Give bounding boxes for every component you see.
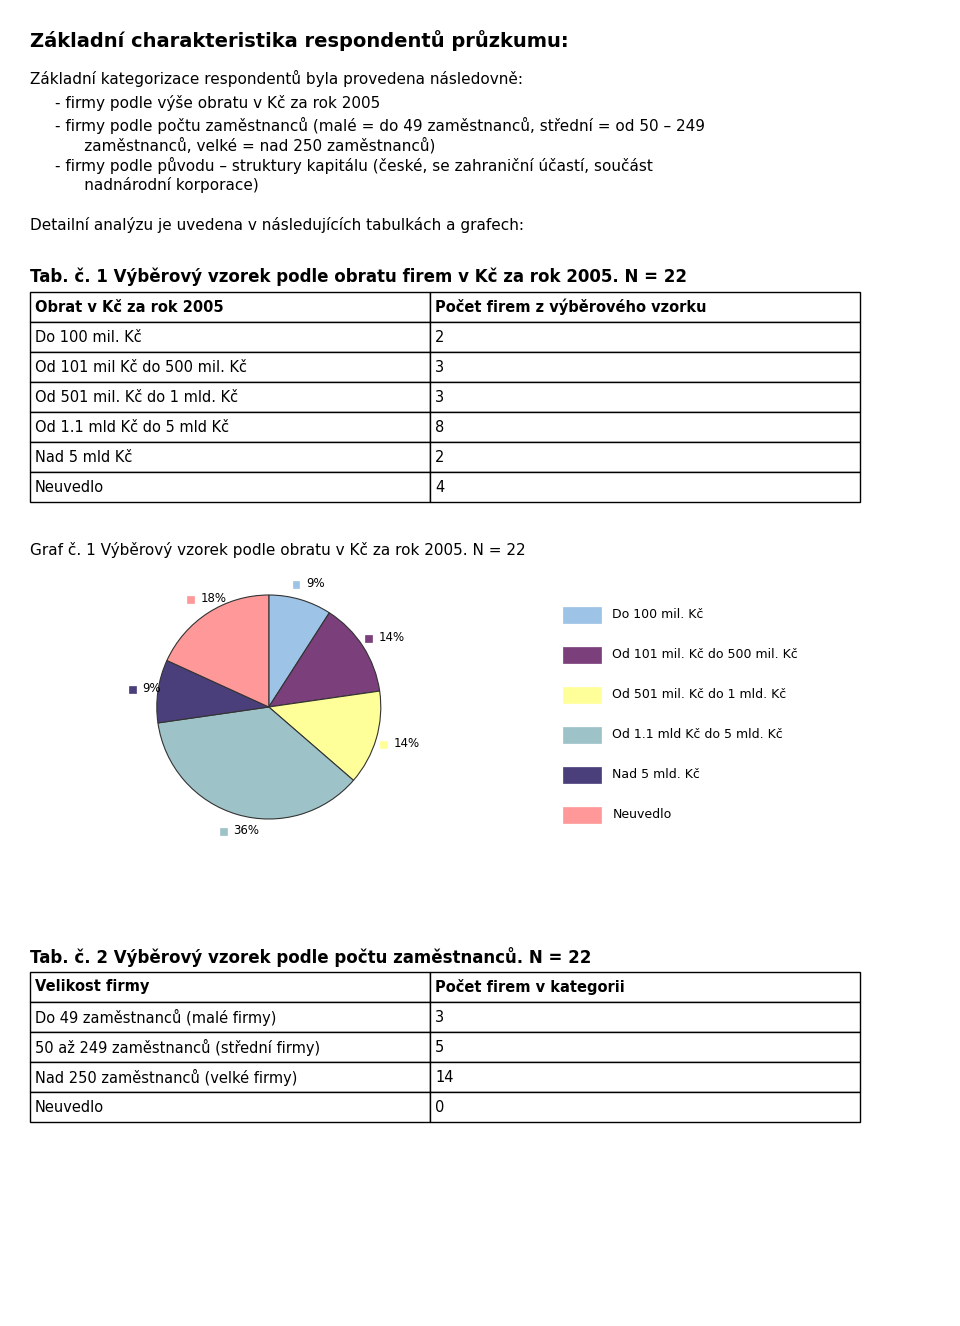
Bar: [30, 1062, 430, 1093]
Text: Nad 5 mld Kč: Nad 5 mld Kč: [35, 450, 132, 464]
Bar: [430, 322, 860, 351]
Bar: [30, 1032, 430, 1062]
Bar: [430, 1032, 860, 1062]
Bar: [430, 972, 860, 1002]
Bar: [30, 1002, 430, 1032]
Bar: [30, 292, 430, 322]
Bar: [563, 768, 601, 782]
Bar: [129, 687, 135, 693]
Text: Nad 250 zaměstnanců (velké firmy): Nad 250 zaměstnanců (velké firmy): [35, 1069, 298, 1086]
Text: Základní kategorizace respondentů byla provedena následovně:: Základní kategorizace respondentů byla p…: [30, 70, 523, 88]
Text: 9%: 9%: [306, 577, 324, 590]
Text: - firmy podle původu – struktury kapitálu (české, se zahraniční účastí, součást
: - firmy podle původu – struktury kapitál…: [55, 156, 653, 192]
Text: 3: 3: [435, 359, 444, 374]
Text: Neuvedlo: Neuvedlo: [35, 1099, 104, 1114]
Text: Obrat v Kč za rok 2005: Obrat v Kč za rok 2005: [35, 300, 224, 314]
Bar: [30, 472, 430, 503]
Text: Tab. č. 1 Výběrový vzorek podle obratu firem v Kč za rok 2005. N = 22: Tab. č. 1 Výběrový vzorek podle obratu f…: [30, 267, 687, 285]
Bar: [430, 1062, 860, 1093]
Wedge shape: [269, 691, 381, 780]
Bar: [563, 607, 601, 623]
Text: Základní charakteristika respondentů průzkumu:: Základní charakteristika respondentů prů…: [30, 30, 568, 50]
Bar: [187, 597, 194, 603]
Text: 14%: 14%: [394, 737, 420, 749]
Text: Do 100 mil. Kč: Do 100 mil. Kč: [35, 329, 142, 345]
Bar: [380, 741, 387, 748]
Text: Od 101 mil. Kč do 500 mil. Kč: Od 101 mil. Kč do 500 mil. Kč: [612, 648, 798, 662]
Bar: [430, 412, 860, 442]
Wedge shape: [158, 707, 353, 819]
Text: Detailní analýzu je uvedena v následujících tabulkách a grafech:: Detailní analýzu je uvedena v následujíc…: [30, 217, 524, 233]
Bar: [430, 292, 860, 322]
Text: Od 1.1 mld Kč do 5 mld Kč: Od 1.1 mld Kč do 5 mld Kč: [35, 419, 229, 435]
Text: 50 až 249 zaměstnanců (střední firmy): 50 až 249 zaměstnanců (střední firmy): [35, 1038, 320, 1055]
Text: 36%: 36%: [233, 823, 259, 837]
Bar: [30, 442, 430, 472]
Text: Od 501 mil. Kč do 1 mld. Kč: Od 501 mil. Kč do 1 mld. Kč: [35, 390, 238, 404]
Bar: [30, 382, 430, 412]
Text: 14%: 14%: [378, 631, 404, 644]
Bar: [30, 322, 430, 351]
Text: Nad 5 mld. Kč: Nad 5 mld. Kč: [612, 769, 701, 781]
Wedge shape: [156, 660, 269, 723]
Text: Od 1.1 mld Kč do 5 mld. Kč: Od 1.1 mld Kč do 5 mld. Kč: [612, 728, 783, 741]
Bar: [430, 382, 860, 412]
Text: - firmy podle počtu zaměstnanců (malé = do 49 zaměstnanců, střední = od 50 – 249: - firmy podle počtu zaměstnanců (malé = …: [55, 117, 705, 154]
Bar: [563, 727, 601, 743]
Text: Počet firem v kategorii: Počet firem v kategorii: [435, 979, 625, 994]
Text: Počet firem z výběrového vzorku: Počet firem z výběrového vzorku: [435, 298, 707, 316]
Text: 14: 14: [435, 1070, 453, 1085]
Wedge shape: [167, 595, 269, 707]
Bar: [293, 581, 300, 587]
Wedge shape: [269, 595, 329, 707]
Text: 3: 3: [435, 1009, 444, 1025]
Text: Od 501 mil. Kč do 1 mld. Kč: Od 501 mil. Kč do 1 mld. Kč: [612, 688, 787, 701]
Text: 0: 0: [435, 1099, 444, 1114]
Bar: [30, 1093, 430, 1122]
Bar: [30, 412, 430, 442]
Bar: [365, 635, 372, 642]
Text: 9%: 9%: [142, 682, 161, 695]
Bar: [563, 808, 601, 823]
Bar: [430, 442, 860, 472]
Text: 2: 2: [435, 329, 444, 345]
Text: 2: 2: [435, 450, 444, 464]
Text: - firmy podle výše obratu v Kč za rok 2005: - firmy podle výše obratu v Kč za rok 20…: [55, 95, 380, 111]
Bar: [430, 1002, 860, 1032]
Text: 3: 3: [435, 390, 444, 404]
Text: Do 100 mil. Kč: Do 100 mil. Kč: [612, 609, 704, 622]
Text: 5: 5: [435, 1040, 444, 1054]
Bar: [563, 647, 601, 663]
Text: Velikost firmy: Velikost firmy: [35, 980, 150, 994]
Bar: [430, 351, 860, 382]
Bar: [30, 351, 430, 382]
Text: Neuvedlo: Neuvedlo: [612, 809, 672, 822]
Wedge shape: [269, 613, 379, 707]
Text: Od 101 mil Kč do 500 mil. Kč: Od 101 mil Kč do 500 mil. Kč: [35, 359, 247, 374]
Bar: [430, 472, 860, 503]
Text: Tab. č. 2 Výběrový vzorek podle počtu zaměstnanců. N = 22: Tab. č. 2 Výběrový vzorek podle počtu za…: [30, 947, 591, 967]
Bar: [563, 687, 601, 703]
Text: Graf č. 1 Výběrový vzorek podle obratu v Kč za rok 2005. N = 22: Graf č. 1 Výběrový vzorek podle obratu v…: [30, 542, 526, 558]
Bar: [220, 829, 227, 835]
Text: Do 49 zaměstnanců (malé firmy): Do 49 zaměstnanců (malé firmy): [35, 1009, 276, 1025]
Text: 18%: 18%: [201, 593, 227, 605]
Bar: [30, 972, 430, 1002]
Text: Neuvedlo: Neuvedlo: [35, 480, 104, 495]
Text: 4: 4: [435, 480, 444, 495]
Bar: [430, 1093, 860, 1122]
Text: 8: 8: [435, 419, 444, 435]
